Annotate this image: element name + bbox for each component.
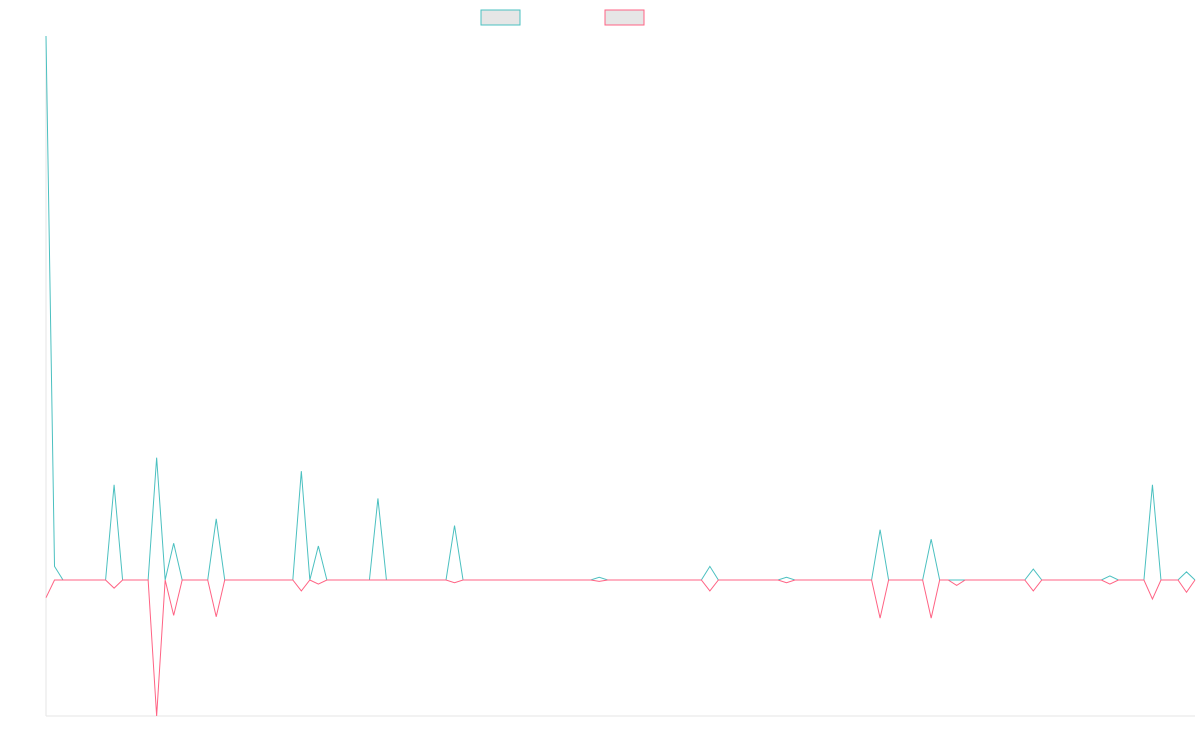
- legend-item-2[interactable]: [604, 9, 645, 26]
- legend[interactable]: [480, 9, 645, 26]
- axes: [45, 36, 1195, 717]
- legend-item-1[interactable]: [480, 9, 521, 26]
- series-group: [45, 35, 1196, 717]
- legend-swatch-2[interactable]: [604, 9, 645, 26]
- series-line-1: [45, 35, 1196, 581]
- legend-swatch-1[interactable]: [480, 9, 521, 26]
- series-line-2: [45, 579, 1196, 717]
